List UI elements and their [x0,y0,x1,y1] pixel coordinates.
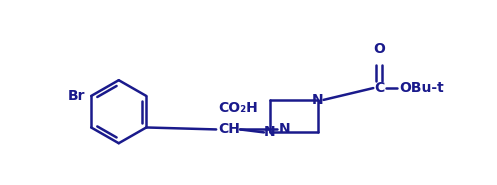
Text: OBu-t: OBu-t [399,81,444,95]
Text: Br: Br [68,89,85,103]
Text: CO₂H: CO₂H [218,101,258,115]
Text: O: O [373,42,385,56]
Text: N: N [312,93,324,107]
Text: C: C [374,81,384,95]
Text: N: N [264,125,276,139]
Text: CH: CH [218,122,240,136]
Text: N: N [279,122,291,136]
